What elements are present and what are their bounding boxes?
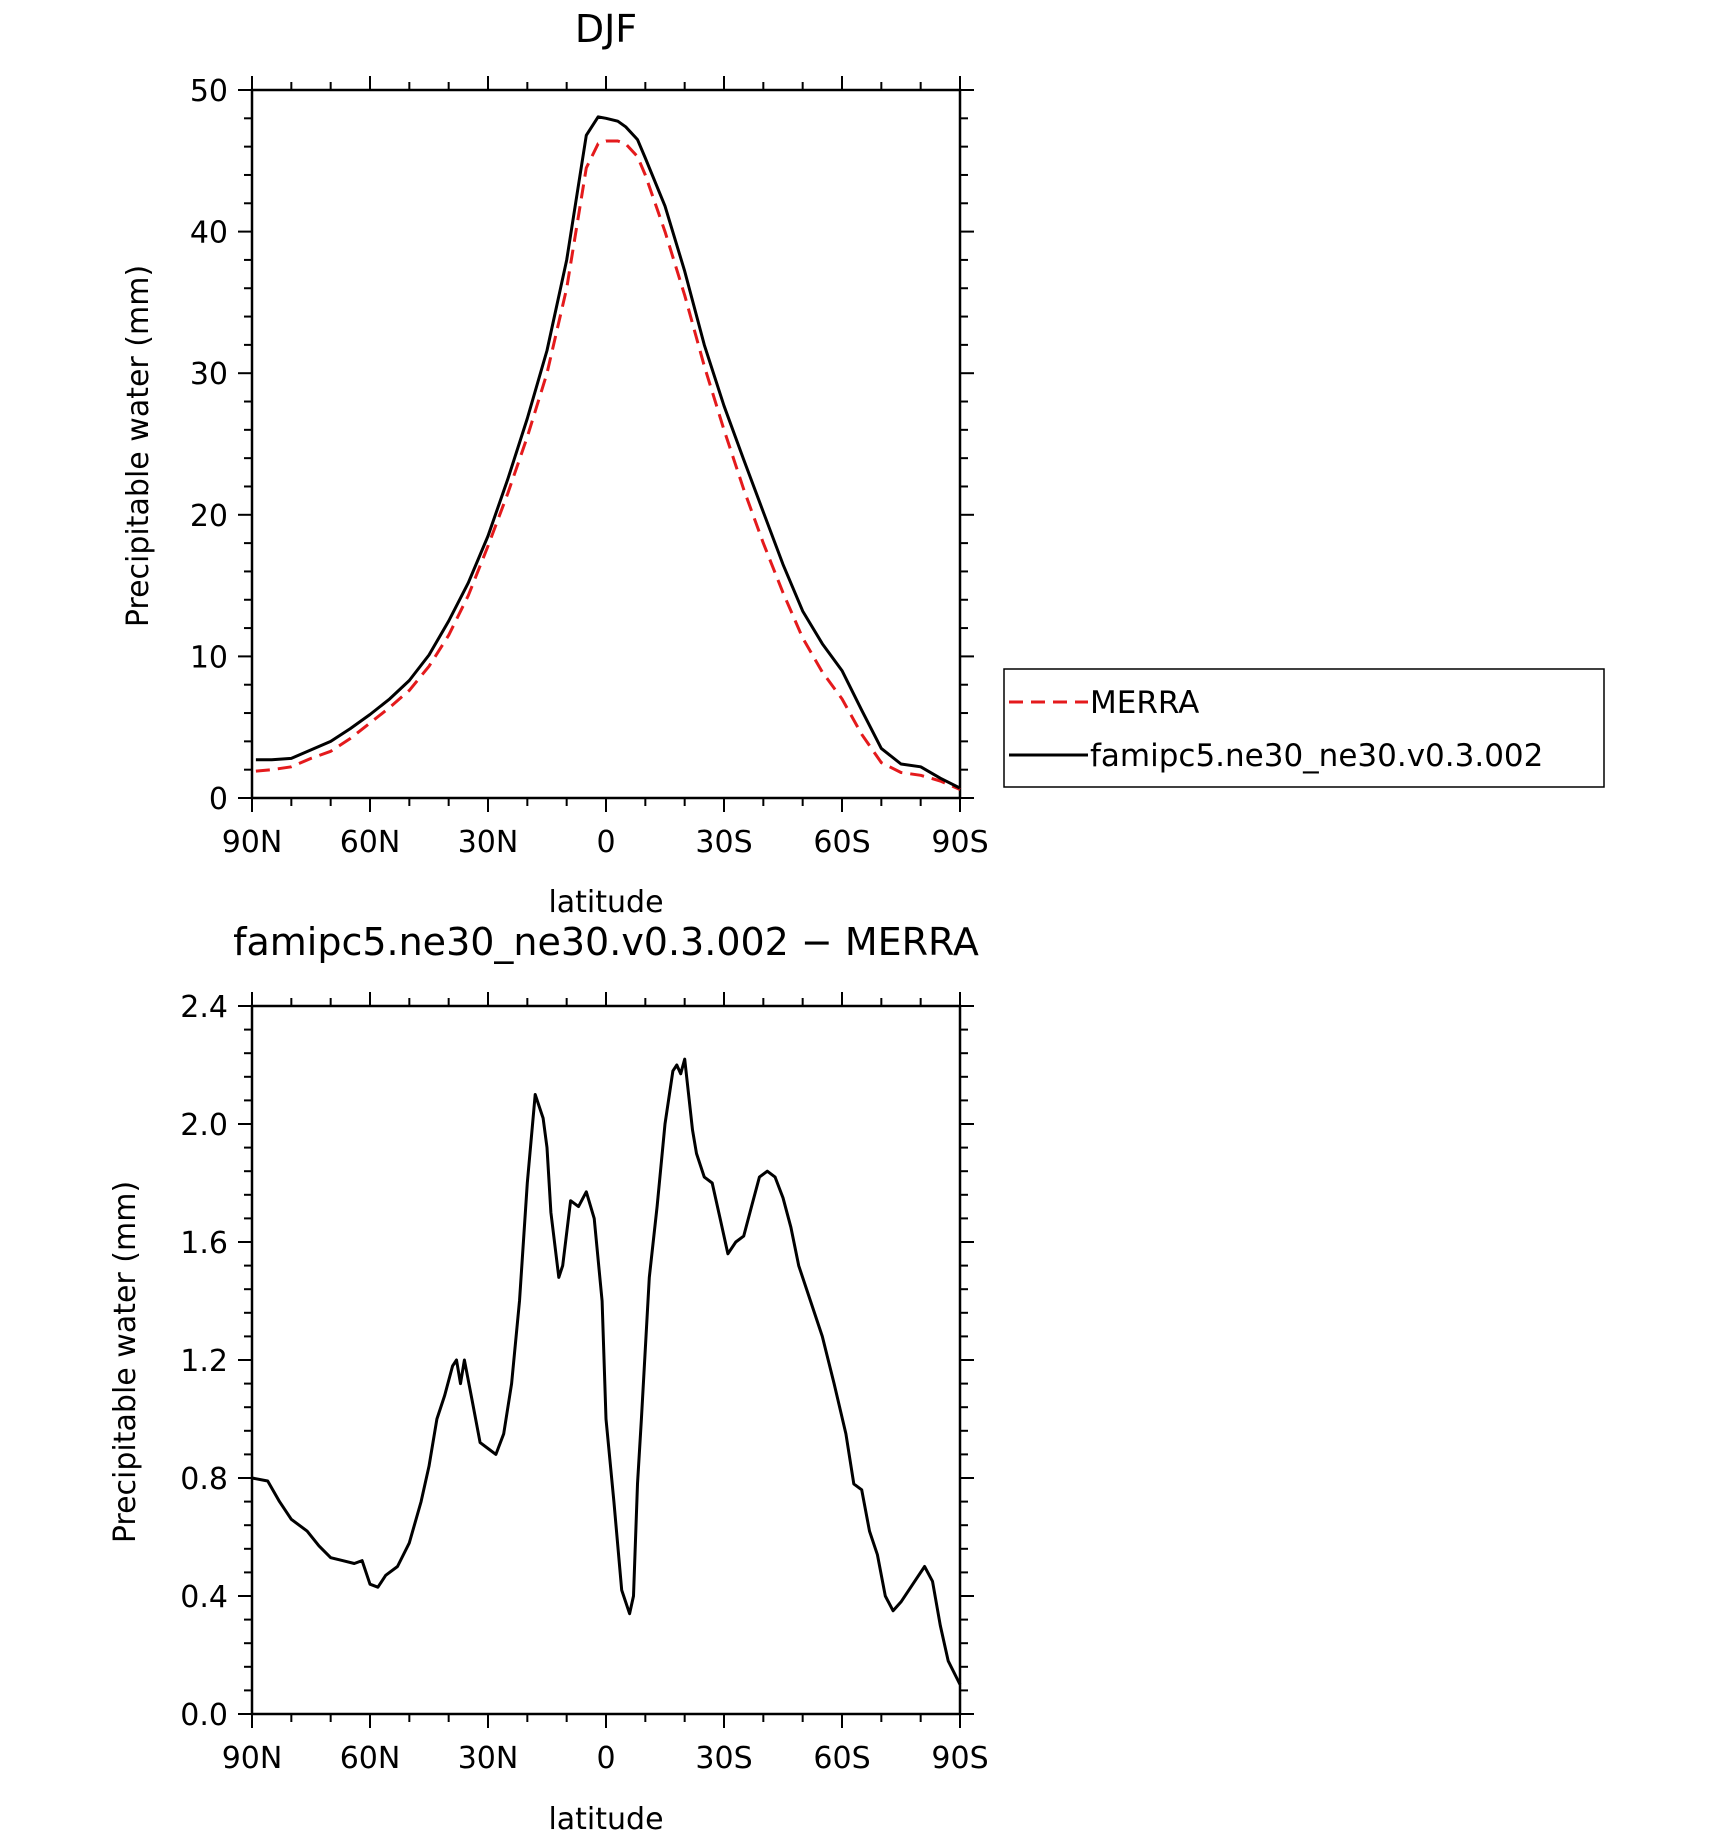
- x-tick-label: 30S: [695, 1741, 752, 1776]
- x-tick-label: 90N: [222, 825, 283, 860]
- x-tick-label: 60S: [813, 1741, 870, 1776]
- x-tick-label: 90S: [931, 1741, 988, 1776]
- y-tick-label: 30: [190, 357, 228, 392]
- y-tick-label: 40: [190, 216, 228, 251]
- y-tick-label: 20: [190, 499, 228, 534]
- y-tick-label: 0.0: [180, 1698, 228, 1733]
- legend: MERRA famipc5.ne30_ne30.v0.3.002: [1003, 668, 1605, 788]
- top-chart: DJF 90N 60N 30N 0 30S 60S 90S 0 10 20 30 40 50 latit…: [121, 7, 989, 920]
- bottom-chart-x-label: latitude: [548, 1802, 663, 1833]
- y-tick-label: 2.4: [180, 990, 228, 1025]
- x-tick-label: 0: [596, 1741, 615, 1776]
- plot-frame: [250, 1004, 962, 1716]
- bottom-chart: famipc5.ne30_ne30.v0.3.002 − MERRA 90N 60…: [108, 920, 989, 1833]
- bottom-chart-y-label: Precipitable water (mm): [108, 1181, 143, 1543]
- y-tick-label: 10: [190, 640, 228, 675]
- series-line-merra: [255, 139, 961, 791]
- top-chart-title: DJF: [575, 7, 637, 51]
- x-tick-label: 30N: [458, 1741, 519, 1776]
- top-chart-axes: 90N 60N 30N 0 30S 60S 90S 0 10 20 30 40 50: [190, 74, 989, 860]
- y-tick-label: 1.6: [180, 1226, 228, 1261]
- bottom-chart-title: famipc5.ne30_ne30.v0.3.002 − MERRA: [233, 920, 979, 964]
- bottom-chart-axes: 90N 60N 30N 0 30S 60S 90S 0.0 0.4 0.8 1.2 1.6 2.0 2.4: [180, 990, 988, 1776]
- x-tick-label: 30S: [695, 825, 752, 860]
- top-chart-y-label: Precipitable water (mm): [121, 265, 156, 627]
- y-tick-label: 2.0: [180, 1108, 228, 1143]
- top-chart-x-label: latitude: [548, 885, 663, 920]
- x-tick-label: 90N: [222, 1741, 283, 1776]
- y-tick-label: 0.4: [180, 1580, 228, 1615]
- x-tick-label: 60N: [340, 1741, 401, 1776]
- series-line-difference: [251, 1057, 962, 1686]
- y-tick-label: 1.2: [180, 1344, 228, 1379]
- x-tick-label: 0: [596, 825, 615, 860]
- x-tick-label: 90S: [931, 825, 988, 860]
- top-chart-series: [255, 115, 961, 791]
- legend-label-merra: MERRA: [1090, 685, 1199, 721]
- bottom-chart-series: [251, 1057, 962, 1686]
- legend-label-model: famipc5.ne30_ne30.v0.3.002: [1090, 738, 1543, 774]
- x-tick-label: 30N: [458, 825, 519, 860]
- legend-box: [1003, 668, 1605, 788]
- series-line-model: [255, 115, 961, 790]
- y-tick-label: 0.8: [180, 1462, 228, 1497]
- x-tick-label: 60N: [340, 825, 401, 860]
- x-tick-label: 60S: [813, 825, 870, 860]
- y-tick-label: 0: [209, 782, 228, 817]
- y-tick-label: 50: [190, 74, 228, 109]
